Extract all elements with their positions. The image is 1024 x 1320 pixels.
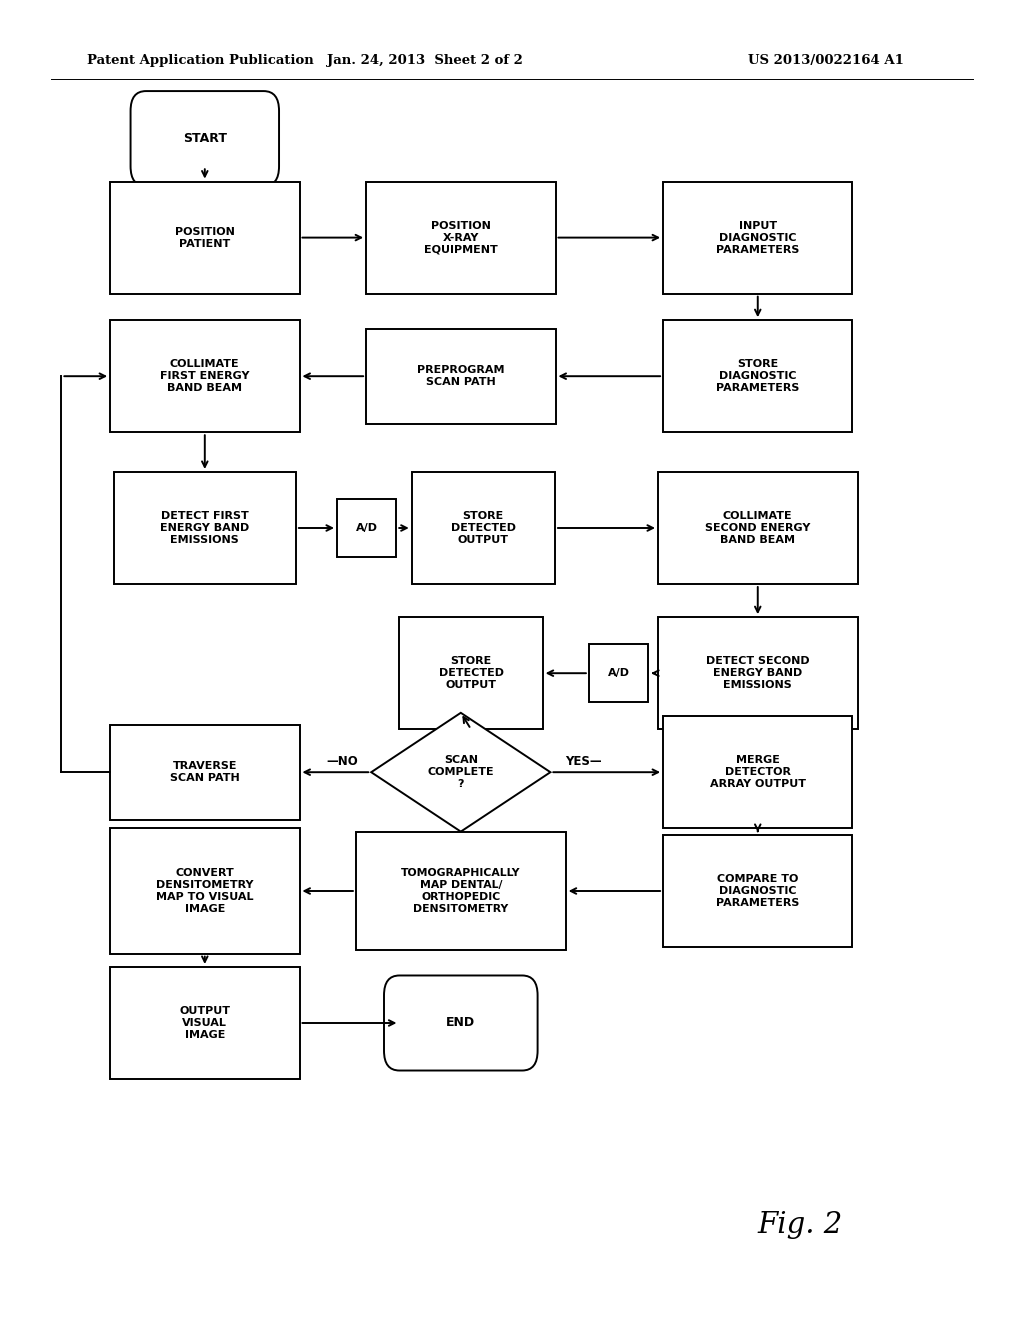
FancyBboxPatch shape — [367, 329, 555, 424]
Text: STORE
DETECTED
OUTPUT: STORE DETECTED OUTPUT — [438, 656, 504, 690]
Polygon shape — [372, 713, 551, 832]
Text: TRAVERSE
SCAN PATH: TRAVERSE SCAN PATH — [170, 762, 240, 783]
Text: PREPROGRAM
SCAN PATH: PREPROGRAM SCAN PATH — [417, 366, 505, 387]
FancyBboxPatch shape — [664, 834, 852, 948]
FancyBboxPatch shape — [111, 181, 299, 294]
Text: CONVERT
DENSITOMETRY
MAP TO VISUAL
IMAGE: CONVERT DENSITOMETRY MAP TO VISUAL IMAGE — [156, 869, 254, 913]
FancyBboxPatch shape — [337, 499, 396, 557]
Text: END: END — [446, 1016, 475, 1030]
Text: Jan. 24, 2013  Sheet 2 of 2: Jan. 24, 2013 Sheet 2 of 2 — [327, 54, 523, 67]
Text: A/D: A/D — [607, 668, 630, 678]
Text: —NO: —NO — [327, 755, 358, 768]
FancyBboxPatch shape — [664, 181, 852, 294]
Text: MERGE
DETECTOR
ARRAY OUTPUT: MERGE DETECTOR ARRAY OUTPUT — [710, 755, 806, 789]
FancyBboxPatch shape — [111, 966, 299, 1080]
FancyBboxPatch shape — [664, 715, 852, 829]
Text: DETECT FIRST
ENERGY BAND
EMISSIONS: DETECT FIRST ENERGY BAND EMISSIONS — [160, 511, 250, 545]
Text: COLLIMATE
FIRST ENERGY
BAND BEAM: COLLIMATE FIRST ENERGY BAND BEAM — [160, 359, 250, 393]
FancyBboxPatch shape — [412, 473, 555, 583]
Text: INPUT
DIAGNOSTIC
PARAMETERS: INPUT DIAGNOSTIC PARAMETERS — [716, 220, 800, 255]
Text: Patent Application Publication: Patent Application Publication — [87, 54, 313, 67]
FancyBboxPatch shape — [111, 321, 299, 433]
FancyBboxPatch shape — [131, 91, 279, 186]
Text: POSITION
X-RAY
EQUIPMENT: POSITION X-RAY EQUIPMENT — [424, 220, 498, 255]
FancyBboxPatch shape — [384, 975, 538, 1071]
FancyBboxPatch shape — [111, 829, 299, 953]
Text: Fig. 2: Fig. 2 — [758, 1210, 843, 1239]
FancyBboxPatch shape — [111, 725, 299, 820]
Text: COMPARE TO
DIAGNOSTIC
PARAMETERS: COMPARE TO DIAGNOSTIC PARAMETERS — [716, 874, 800, 908]
FancyBboxPatch shape — [114, 473, 296, 583]
Text: STORE
DETECTED
OUTPUT: STORE DETECTED OUTPUT — [451, 511, 516, 545]
Text: A/D: A/D — [355, 523, 378, 533]
Text: START: START — [183, 132, 226, 145]
FancyBboxPatch shape — [664, 321, 852, 433]
FancyBboxPatch shape — [367, 181, 555, 294]
Text: OUTPUT
VISUAL
IMAGE: OUTPUT VISUAL IMAGE — [179, 1006, 230, 1040]
FancyBboxPatch shape — [657, 618, 857, 729]
FancyBboxPatch shape — [589, 644, 648, 702]
Text: TOMOGRAPHICALLY
MAP DENTAL/
ORTHOPEDIC
DENSITOMETRY: TOMOGRAPHICALLY MAP DENTAL/ ORTHOPEDIC D… — [401, 869, 520, 913]
Text: SCAN
COMPLETE
?: SCAN COMPLETE ? — [427, 755, 495, 789]
FancyBboxPatch shape — [399, 618, 543, 729]
Text: US 2013/0022164 A1: US 2013/0022164 A1 — [748, 54, 903, 67]
FancyBboxPatch shape — [356, 832, 565, 950]
Text: STORE
DIAGNOSTIC
PARAMETERS: STORE DIAGNOSTIC PARAMETERS — [716, 359, 800, 393]
Text: POSITION
PATIENT: POSITION PATIENT — [175, 227, 234, 248]
Text: COLLIMATE
SECOND ENERGY
BAND BEAM: COLLIMATE SECOND ENERGY BAND BEAM — [706, 511, 810, 545]
Text: YES—: YES— — [565, 755, 601, 768]
FancyBboxPatch shape — [657, 473, 857, 583]
Text: DETECT SECOND
ENERGY BAND
EMISSIONS: DETECT SECOND ENERGY BAND EMISSIONS — [706, 656, 810, 690]
